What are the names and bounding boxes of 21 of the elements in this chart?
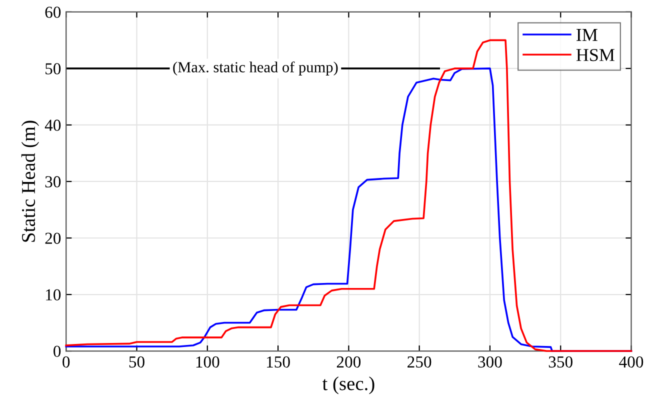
legend-label: IM: [576, 29, 598, 41]
x-tick-label: 200: [336, 356, 361, 368]
x-tick-label: 250: [408, 356, 432, 368]
x-tick-label: 400: [619, 356, 644, 368]
y-axis-title: Static Head (m): [21, 120, 40, 242]
x-tick-label: 300: [478, 356, 502, 368]
ref-line-label: (Max. static head of pump): [173, 61, 338, 76]
legend-label: HSM: [576, 48, 614, 62]
x-tick-label: 350: [548, 356, 572, 368]
x-tick-label: 0: [62, 356, 70, 368]
y-tick-label: 40: [44, 120, 61, 131]
y-tick-label: 10: [46, 289, 61, 300]
y-tick-label: 20: [45, 232, 61, 244]
y-tick-label: 60: [45, 6, 61, 18]
x-tick-label: 50: [129, 356, 144, 368]
x-axis-title: t (sec.): [322, 376, 374, 394]
y-tick-label: 50: [46, 63, 61, 74]
x-tick-label: 100: [196, 356, 220, 368]
y-tick-label: 30: [45, 176, 61, 188]
y-tick-label: 0: [54, 346, 61, 357]
x-tick-label: 150: [267, 356, 290, 368]
